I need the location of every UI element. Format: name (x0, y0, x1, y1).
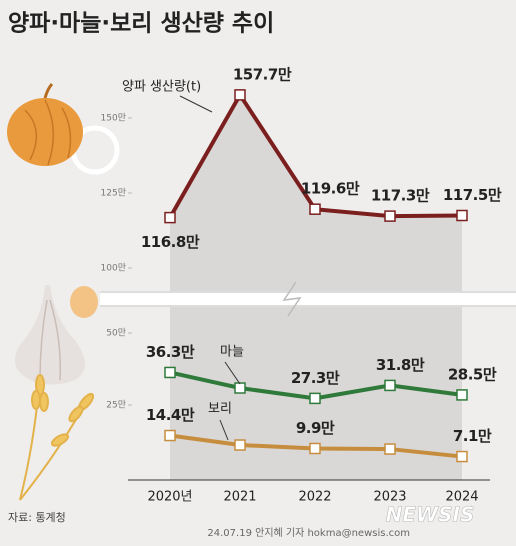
point (456, 450, 468, 463)
credit: 24.07.19 안지혜 기자 hokma@newsis.com (207, 527, 410, 539)
value-label: 116.8만 (141, 233, 200, 251)
point (384, 210, 396, 222)
legend-label: 보리 (208, 402, 232, 417)
chart-title: 양파·마늘·보리 생산량 추이 (8, 11, 274, 37)
legend-pointer (224, 361, 241, 385)
value-label: 27.3만 (291, 369, 340, 387)
value-label: 9.9만 (296, 419, 335, 437)
wheat-illustration (19, 374, 95, 501)
onion-illustration (7, 82, 120, 175)
point (164, 429, 176, 442)
value-label: 31.8만 (376, 356, 425, 374)
garlic-illustration (15, 285, 98, 385)
value-label: 157.7만 (233, 65, 292, 83)
value-label: 119.6만 (301, 180, 360, 198)
legend-label: 마늘 (220, 345, 244, 360)
legend-label: 양파 생산량(t) (122, 80, 201, 95)
point (384, 443, 396, 455)
x-tick-label: 2020년 (147, 490, 192, 505)
axis-break-zigzag (282, 281, 302, 317)
x-tick-label: 2021 (223, 490, 256, 505)
point (309, 203, 321, 215)
legend-pointer (219, 419, 229, 441)
point (384, 379, 396, 392)
point (234, 439, 246, 451)
x-tick-label: 2023 (373, 490, 406, 505)
point (309, 442, 321, 455)
legend-pointer (179, 95, 213, 113)
x-tick-label: 2024 (445, 490, 478, 505)
value-label: 36.3만 (146, 343, 195, 361)
value-label: 14.4만 (146, 406, 195, 424)
x-tick-label: 2022 (298, 490, 331, 505)
axis-break-mark (100, 291, 516, 307)
point (309, 392, 321, 405)
point (234, 382, 246, 394)
point (456, 209, 468, 222)
point (456, 389, 468, 401)
point (164, 366, 176, 379)
value-label: 117.3만 (371, 187, 430, 205)
point (234, 89, 246, 101)
value-label: 28.5만 (448, 365, 497, 383)
point (164, 211, 176, 224)
y2-tick-label: 100만 (101, 263, 126, 274)
y2-tick-label: 150만 (101, 113, 126, 124)
plot: 100만 125만 150만 25만 50만 2020년 2021 2022 2023 2024 1… (100, 65, 516, 505)
value-label: 7.1만 (453, 427, 492, 445)
axis-break (100, 291, 516, 307)
y-tick-label: 50만 (106, 328, 126, 339)
source: 자료: 통계청 (8, 511, 66, 524)
logo: NEWSIS (386, 503, 475, 527)
y2-tick-label: 125만 (101, 188, 126, 199)
value-label: 117.5만 (443, 186, 502, 204)
y-tick-label: 25만 (106, 400, 126, 411)
